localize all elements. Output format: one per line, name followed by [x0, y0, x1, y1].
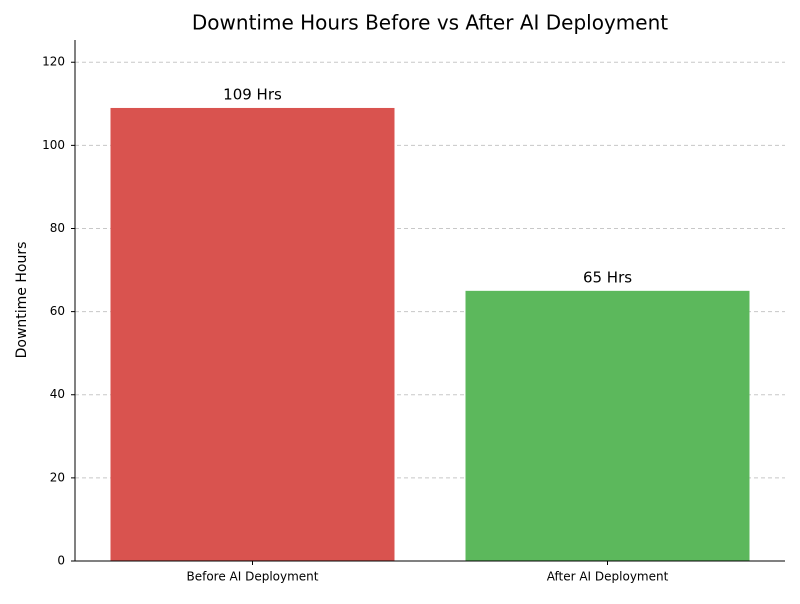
y-tick-label: 0: [57, 554, 65, 568]
value-label: 65 Hrs: [583, 268, 632, 286]
y-tick-label: 100: [42, 138, 65, 152]
value-label: 109 Hrs: [223, 85, 282, 103]
y-axis-label: Downtime Hours: [14, 242, 30, 359]
x-tick-label: Before AI Deployment: [186, 570, 318, 584]
y-tick-label: 120: [42, 55, 65, 69]
chart-title: Downtime Hours Before vs After AI Deploy…: [192, 11, 668, 35]
y-tick-label: 40: [50, 387, 65, 401]
bar: [110, 107, 395, 562]
x-tick-label: After AI Deployment: [547, 570, 669, 584]
y-tick-label: 20: [50, 470, 65, 484]
y-tick-label: 60: [50, 304, 65, 318]
y-tick-label: 80: [50, 221, 65, 235]
bar: [465, 290, 750, 561]
